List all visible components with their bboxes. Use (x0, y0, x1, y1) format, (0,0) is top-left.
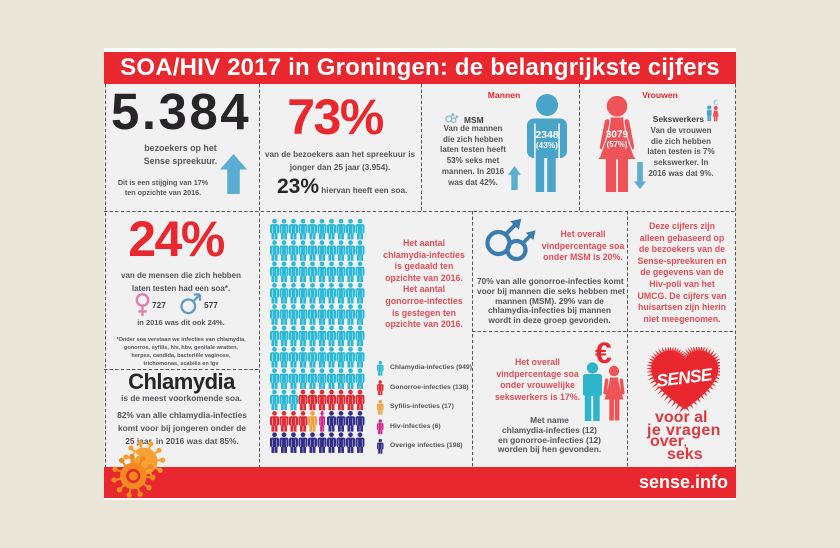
svg-text:€: € (713, 99, 718, 108)
svg-text:(57%): (57%) (607, 140, 628, 149)
svg-text:3079: 3079 (606, 130, 629, 141)
svg-text:2348: 2348 (535, 129, 559, 141)
svg-text:(43%): (43%) (536, 140, 558, 150)
